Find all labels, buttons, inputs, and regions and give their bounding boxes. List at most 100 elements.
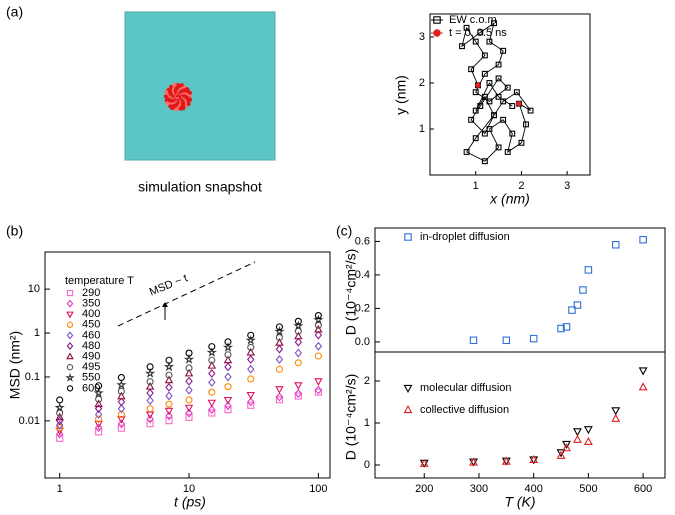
marker <box>481 52 488 59</box>
marker <box>246 391 255 400</box>
marker <box>275 392 284 402</box>
marker <box>224 401 232 411</box>
marker <box>208 377 216 387</box>
droplet-atom <box>188 91 192 95</box>
plot-frame <box>374 227 666 353</box>
marker <box>275 386 284 394</box>
marker <box>495 93 502 100</box>
marker <box>638 382 648 391</box>
marker <box>509 130 516 137</box>
legend-label: collective diffusion <box>420 404 509 416</box>
x-axis-label: x (nm) <box>489 191 530 207</box>
marker <box>495 144 502 151</box>
marker <box>486 80 493 86</box>
marker <box>491 112 497 119</box>
reference-line <box>117 261 256 327</box>
marker <box>208 409 216 417</box>
marker <box>638 367 648 376</box>
droplet-atom <box>188 98 193 102</box>
marker <box>527 107 534 114</box>
droplet-atom <box>185 87 190 91</box>
panel-label: (b) <box>6 223 23 239</box>
marker <box>223 355 233 364</box>
marker <box>463 149 470 155</box>
legend-label: 350 <box>82 298 100 310</box>
marker <box>275 355 284 364</box>
marker <box>509 103 516 109</box>
marker <box>486 126 493 132</box>
marker <box>404 233 412 241</box>
marker <box>468 116 475 123</box>
panel-label: (c) <box>336 223 352 239</box>
snapshot-box <box>124 11 276 161</box>
marker <box>502 336 511 345</box>
y-tick-label: 0.6 <box>355 235 370 247</box>
marker <box>584 266 593 274</box>
marker <box>275 365 283 373</box>
marker <box>419 458 429 467</box>
marker <box>66 352 74 360</box>
marker <box>185 349 193 357</box>
marker <box>583 426 593 435</box>
droplet-atom <box>188 93 192 98</box>
marker <box>185 413 193 421</box>
marker <box>146 414 154 424</box>
marker <box>95 395 103 403</box>
marker <box>513 89 520 96</box>
marker <box>562 323 571 331</box>
y-tick-label: 2 <box>419 77 425 89</box>
y-tick-label: 1 <box>34 327 40 339</box>
droplet-atom <box>180 83 184 87</box>
marker <box>314 330 323 340</box>
marker <box>165 371 173 379</box>
marker <box>472 107 479 114</box>
marker <box>495 61 502 68</box>
marker <box>66 364 74 371</box>
marker <box>573 434 582 443</box>
droplet-atom <box>175 82 180 87</box>
marker <box>481 70 488 77</box>
droplet-atom <box>163 94 168 99</box>
marker <box>501 456 511 465</box>
marker <box>523 121 529 128</box>
marker <box>66 331 74 340</box>
marker <box>183 354 195 364</box>
marker <box>116 379 127 390</box>
marker <box>165 411 173 421</box>
marker <box>117 391 126 400</box>
marker <box>164 407 174 416</box>
marker <box>573 301 582 309</box>
marker <box>486 98 493 105</box>
legend-label: 495 <box>82 361 100 373</box>
marker <box>247 401 255 409</box>
marker <box>224 338 232 346</box>
marker <box>95 415 103 423</box>
marker <box>54 402 65 413</box>
marker <box>117 419 126 429</box>
marker <box>117 416 126 424</box>
marker <box>66 342 74 350</box>
marker <box>208 369 216 378</box>
marker <box>94 420 103 429</box>
y-tick-label: 3 <box>419 31 425 43</box>
marker <box>472 135 479 142</box>
marker <box>579 286 587 294</box>
y-axis-label: y (nm) <box>393 75 409 115</box>
marker <box>403 405 413 414</box>
marker <box>165 391 173 401</box>
y-tick-label: 0.1 <box>25 371 40 383</box>
marker <box>500 98 507 105</box>
marker <box>247 331 255 339</box>
marker <box>185 385 193 395</box>
plot-frame <box>44 251 331 479</box>
marker <box>146 378 154 386</box>
marker <box>247 343 255 351</box>
marker <box>165 356 173 364</box>
marker <box>481 93 488 100</box>
marker <box>117 387 125 395</box>
legend-label: 460 <box>82 329 100 341</box>
marker <box>611 407 621 416</box>
marker <box>469 457 478 466</box>
marker <box>468 66 475 73</box>
marker <box>185 376 193 386</box>
